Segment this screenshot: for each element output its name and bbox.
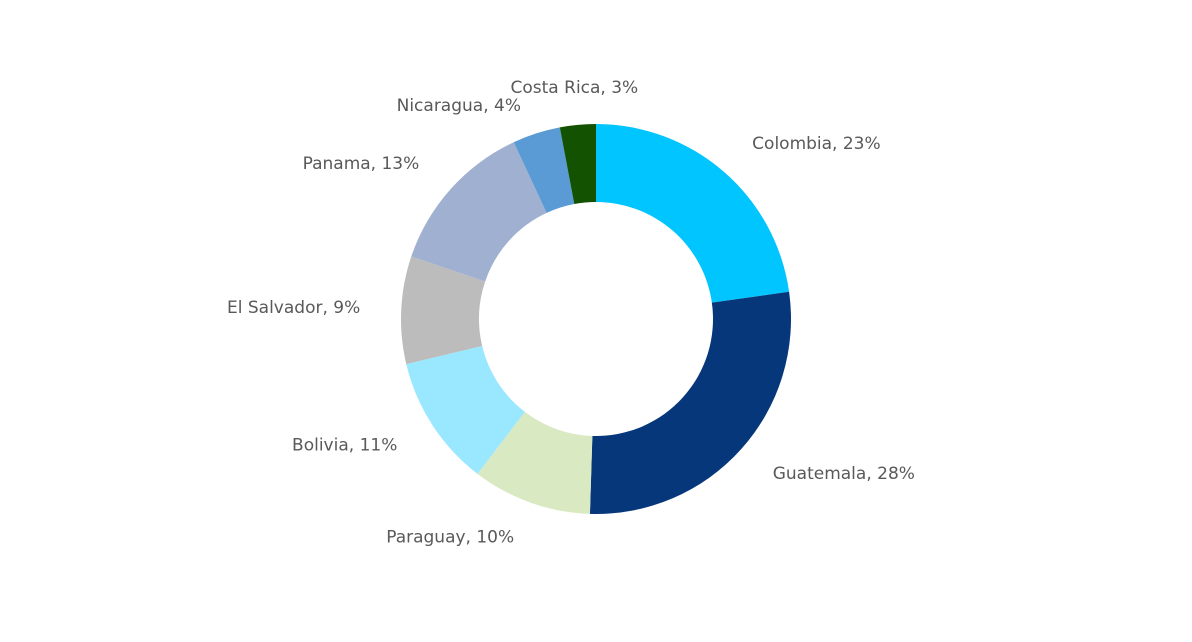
slice [406,346,525,474]
slice [596,124,790,303]
data-label: Bolivia, 11% [292,435,397,455]
data-label: El Salvador, 9% [227,298,360,318]
slice [559,124,596,205]
data-label: Costa Rica, 3% [511,78,639,98]
data-label: Panama, 13% [303,154,420,174]
slice [589,291,791,515]
slice [513,127,575,213]
slice [401,256,486,365]
data-label: Colombia, 23% [752,134,880,154]
data-label: Guatemala, 28% [773,464,915,484]
slice [477,411,593,514]
data-label: Nicaragua, 4% [397,96,521,116]
data-label: Paraguay, 10% [386,528,514,548]
slice [411,142,547,282]
